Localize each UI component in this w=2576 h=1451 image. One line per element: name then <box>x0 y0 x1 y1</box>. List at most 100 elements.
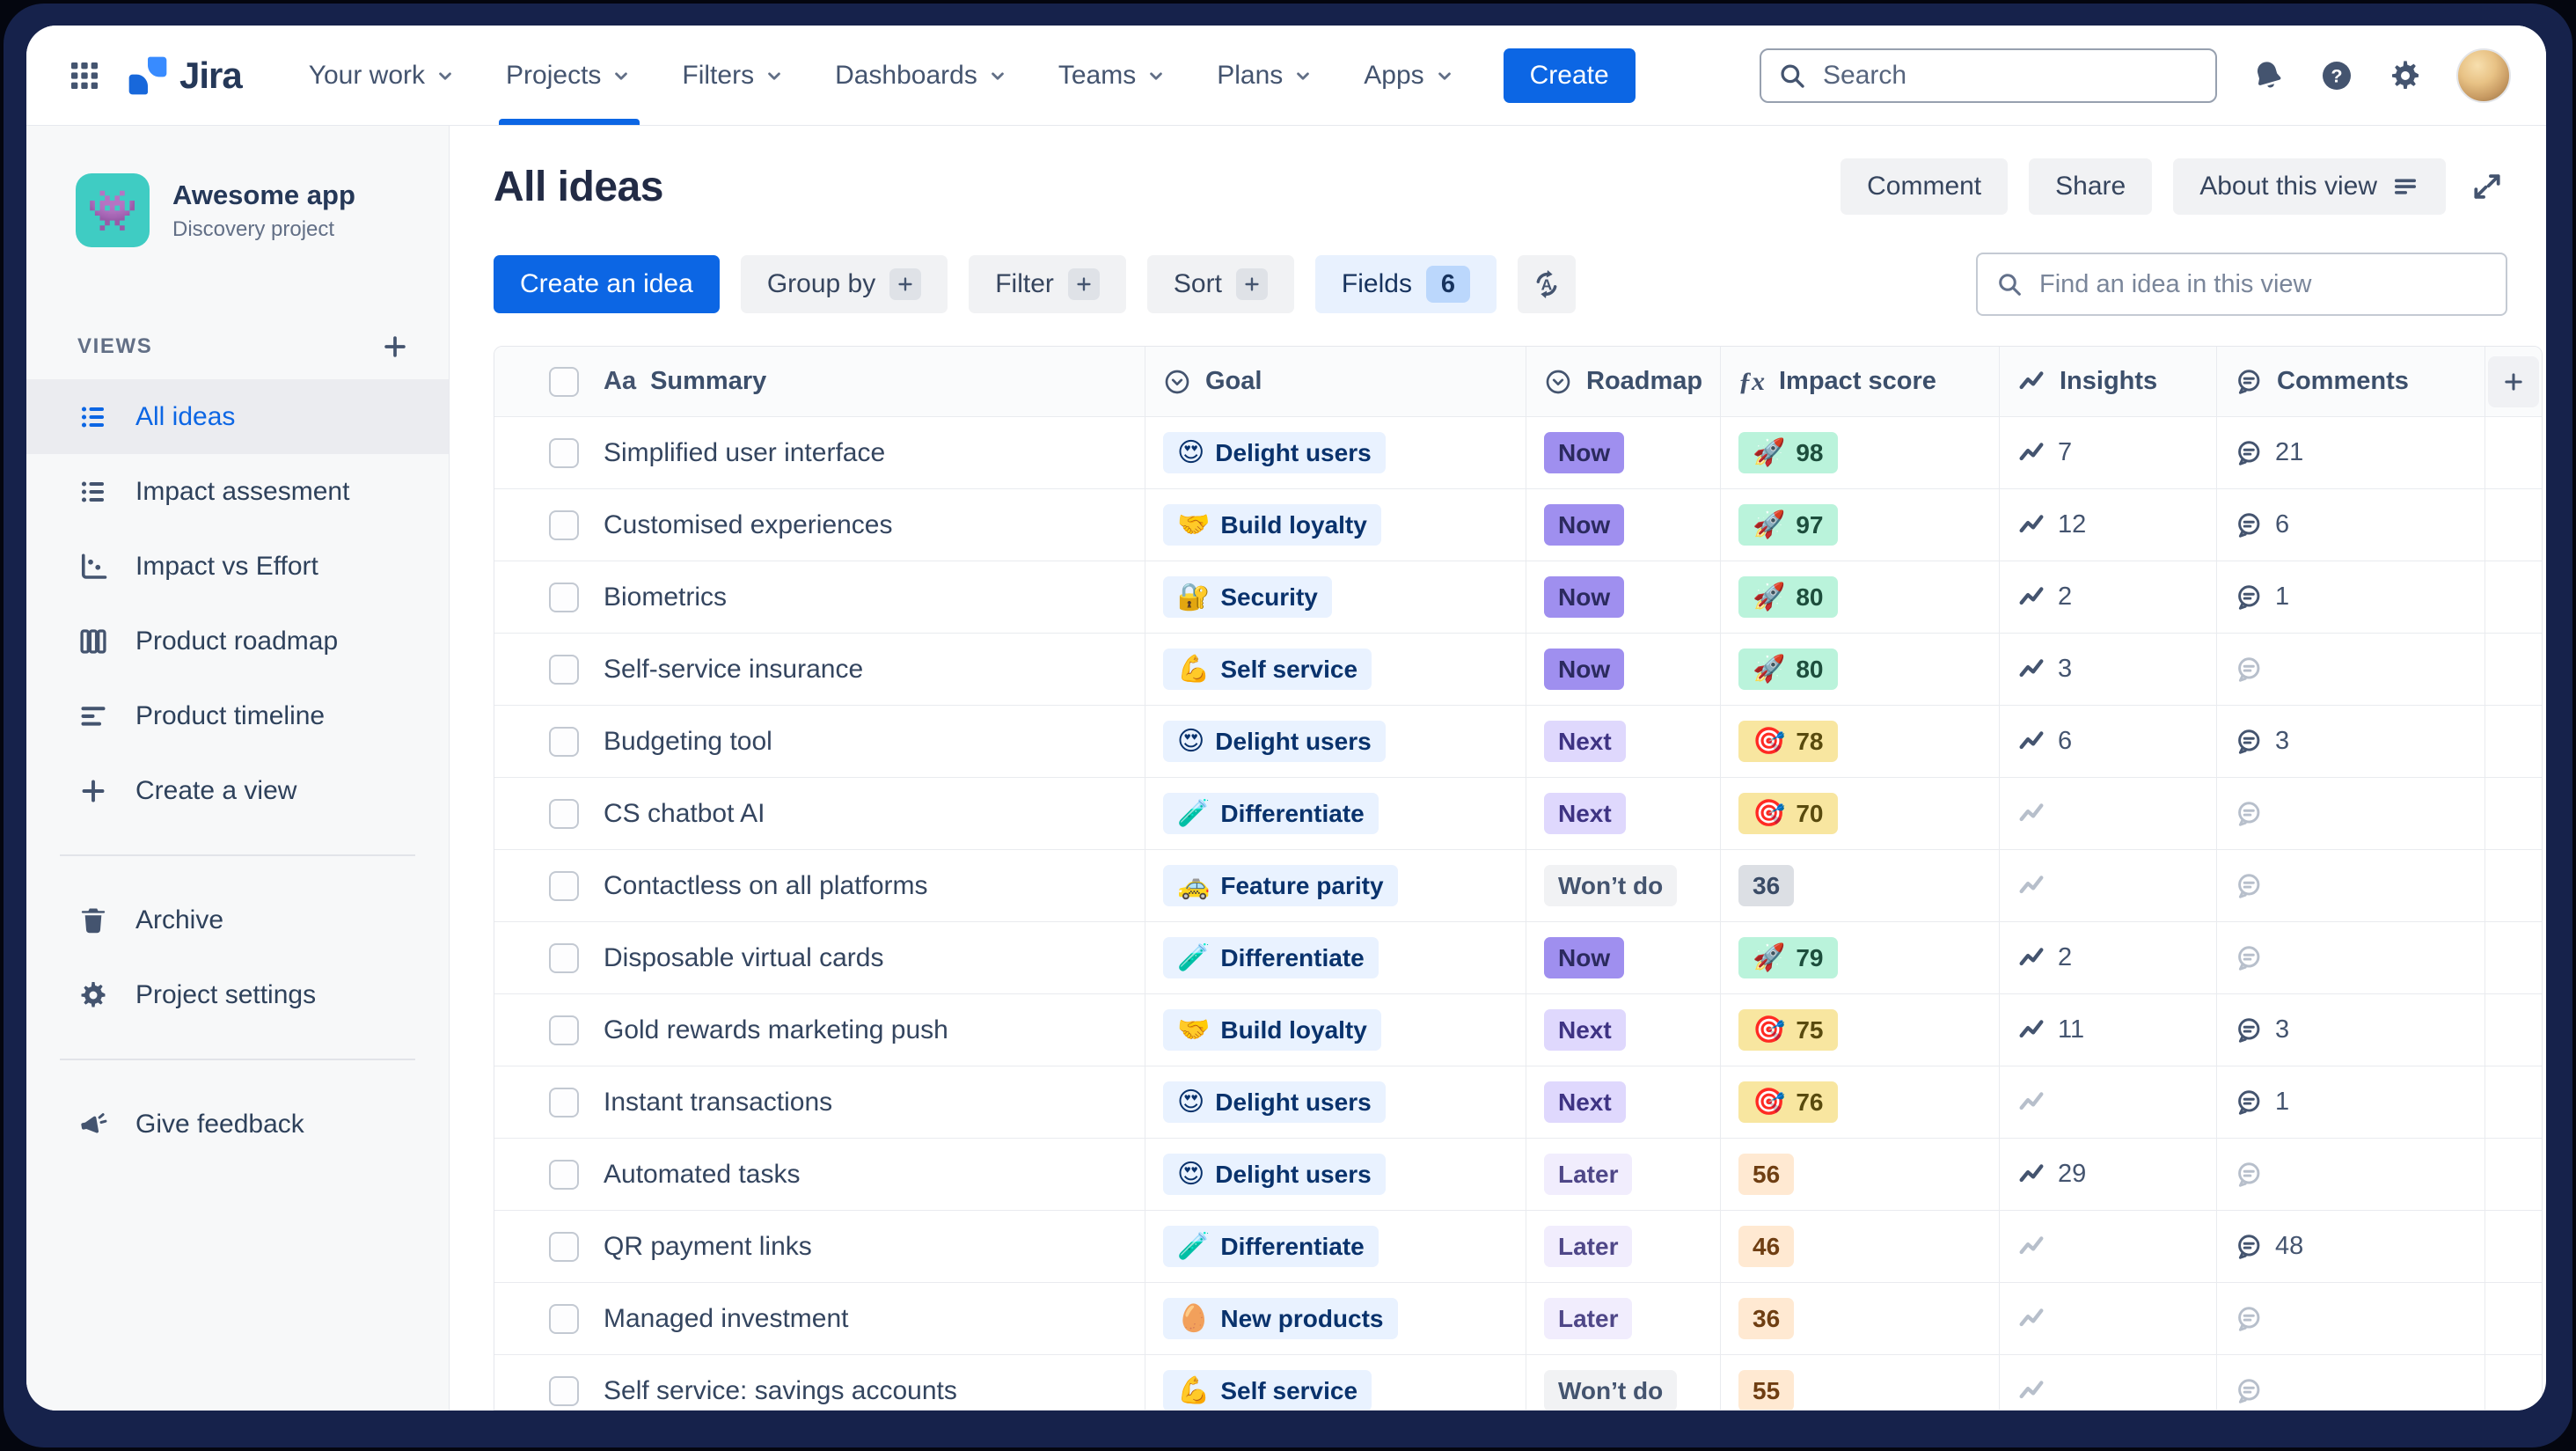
sidebar-item-product-roadmap[interactable]: Product roadmap <box>26 604 449 678</box>
comments-cell[interactable] <box>2217 1283 2485 1355</box>
insights-cell[interactable]: 29 <box>2000 1139 2217 1211</box>
nav-item-teams[interactable]: Teams <box>1034 26 1192 125</box>
roadmap-cell[interactable]: Later <box>1526 1139 1721 1211</box>
nav-item-dashboards[interactable]: Dashboards <box>810 26 1034 125</box>
comments-cell[interactable]: 3 <box>2217 706 2485 778</box>
goal-cell[interactable]: 😍 Delight users <box>1145 706 1526 778</box>
comments-cell[interactable] <box>2217 634 2485 706</box>
insights-cell[interactable] <box>2000 1283 2217 1355</box>
roadmap-cell[interactable]: Next <box>1526 778 1721 850</box>
goal-cell[interactable]: 😍 Delight users <box>1145 417 1526 489</box>
row-checkbox[interactable] <box>549 942 579 973</box>
fields-button[interactable]: Fields 6 <box>1314 255 1497 313</box>
nav-item-projects[interactable]: Projects <box>481 26 657 125</box>
sort-az-button[interactable]: A <box>1517 255 1576 313</box>
notifications-button[interactable] <box>2250 58 2286 93</box>
sidebar-item-all-ideas[interactable]: All ideas <box>26 379 449 454</box>
idea-row-1[interactable]: Simplified user interface 😍 Delight user… <box>494 417 2542 489</box>
sidebar-item-archive[interactable]: Archive <box>26 883 449 957</box>
row-checkbox[interactable] <box>549 798 579 829</box>
nav-item-apps[interactable]: Apps <box>1339 26 1480 125</box>
row-checkbox[interactable] <box>549 654 579 685</box>
goal-cell[interactable]: 😍 Delight users <box>1145 1139 1526 1211</box>
comments-cell[interactable] <box>2217 778 2485 850</box>
share-button[interactable]: Share <box>2029 158 2153 215</box>
goal-cell[interactable]: 💪 Self service <box>1145 634 1526 706</box>
global-search-input[interactable] <box>1821 59 2199 92</box>
insights-cell[interactable]: 11 <box>2000 994 2217 1066</box>
row-checkbox[interactable] <box>549 1159 579 1190</box>
roadmap-cell[interactable]: Now <box>1526 561 1721 634</box>
add-view-button[interactable] <box>380 332 410 362</box>
goal-cell[interactable]: 🚕 Feature parity <box>1145 850 1526 922</box>
add-field-button[interactable] <box>2488 355 2539 407</box>
goal-cell[interactable]: 🧪 Differentiate <box>1145 778 1526 850</box>
row-checkbox[interactable] <box>549 726 579 757</box>
project-header[interactable]: 👾 Awesome app Discovery project <box>26 173 449 247</box>
jira-logo[interactable]: Jira <box>127 55 243 97</box>
sidebar-item-project-settings[interactable]: Project settings <box>26 957 449 1032</box>
column-header-impact[interactable]: ƒx Impact score <box>1721 347 2000 417</box>
insights-cell[interactable]: 2 <box>2000 561 2217 634</box>
comments-cell[interactable]: 1 <box>2217 1066 2485 1139</box>
goal-cell[interactable]: 🤝 Build loyalty <box>1145 994 1526 1066</box>
goal-cell[interactable]: 🧪 Differentiate <box>1145 1211 1526 1283</box>
sort-button[interactable]: Sort <box>1146 255 1294 313</box>
row-checkbox[interactable] <box>549 1303 579 1334</box>
idea-row-14[interactable]: Self service: savings accounts 💪 Self se… <box>494 1355 2542 1410</box>
insights-cell[interactable] <box>2000 1355 2217 1410</box>
insights-cell[interactable]: 6 <box>2000 706 2217 778</box>
find-idea-search[interactable] <box>1976 253 2507 316</box>
insights-cell[interactable]: 7 <box>2000 417 2217 489</box>
sidebar-item-product-timeline[interactable]: Product timeline <box>26 678 449 753</box>
find-idea-input[interactable] <box>2038 268 2488 300</box>
comment-button[interactable]: Comment <box>1841 158 2009 215</box>
comments-cell[interactable]: 3 <box>2217 994 2485 1066</box>
idea-row-5[interactable]: Budgeting tool 😍 Delight users Next 🎯 78… <box>494 706 2542 778</box>
goal-cell[interactable]: 🧪 Differentiate <box>1145 922 1526 994</box>
app-switcher-button[interactable] <box>67 58 102 93</box>
idea-row-7[interactable]: Contactless on all platforms 🚕 Feature p… <box>494 850 2542 922</box>
row-checkbox[interactable] <box>549 1231 579 1262</box>
idea-row-2[interactable]: Customised experiences 🤝 Build loyalty N… <box>494 489 2542 561</box>
sidebar-item-give-feedback[interactable]: Give feedback <box>26 1087 449 1162</box>
insights-cell[interactable] <box>2000 778 2217 850</box>
filter-button[interactable]: Filter <box>969 255 1126 313</box>
nav-item-filters[interactable]: Filters <box>657 26 810 125</box>
group-by-button[interactable]: Group by <box>740 255 948 313</box>
impact-score-cell[interactable]: 🎯 75 <box>1721 994 2000 1066</box>
roadmap-cell[interactable]: Later <box>1526 1283 1721 1355</box>
impact-score-cell[interactable]: 🚀 98 <box>1721 417 2000 489</box>
goal-cell[interactable]: 🔐 Security <box>1145 561 1526 634</box>
column-header-goal[interactable]: Goal <box>1145 347 1526 417</box>
row-checkbox[interactable] <box>549 1375 579 1406</box>
row-checkbox[interactable] <box>549 1087 579 1118</box>
impact-score-cell[interactable]: 🚀 97 <box>1721 489 2000 561</box>
idea-row-11[interactable]: Automated tasks 😍 Delight users Later 56… <box>494 1139 2542 1211</box>
column-header-insights[interactable]: Insights <box>2000 347 2217 417</box>
impact-score-cell[interactable]: 🚀 80 <box>1721 561 2000 634</box>
comments-cell[interactable] <box>2217 922 2485 994</box>
select-all-checkbox[interactable] <box>549 366 579 397</box>
comments-cell[interactable] <box>2217 1139 2485 1211</box>
insights-cell[interactable]: 2 <box>2000 922 2217 994</box>
roadmap-cell[interactable]: Later <box>1526 1211 1721 1283</box>
insights-cell[interactable] <box>2000 1211 2217 1283</box>
idea-row-10[interactable]: Instant transactions 😍 Delight users Nex… <box>494 1066 2542 1139</box>
user-avatar[interactable] <box>2456 48 2511 103</box>
row-checkbox[interactable] <box>549 1015 579 1045</box>
settings-button[interactable] <box>2388 58 2423 93</box>
comments-cell[interactable]: 21 <box>2217 417 2485 489</box>
global-search[interactable] <box>1760 48 2217 103</box>
impact-score-cell[interactable]: 36 <box>1721 850 2000 922</box>
help-button[interactable]: ? <box>2319 58 2354 93</box>
impact-score-cell[interactable]: 🚀 80 <box>1721 634 2000 706</box>
roadmap-cell[interactable]: Now <box>1526 489 1721 561</box>
goal-cell[interactable]: 💪 Self service <box>1145 1355 1526 1410</box>
impact-score-cell[interactable]: 46 <box>1721 1211 2000 1283</box>
about-view-button[interactable]: About this view <box>2173 158 2446 215</box>
impact-score-cell[interactable]: 36 <box>1721 1283 2000 1355</box>
row-checkbox[interactable] <box>549 582 579 612</box>
impact-score-cell[interactable]: 56 <box>1721 1139 2000 1211</box>
row-checkbox[interactable] <box>549 509 579 540</box>
